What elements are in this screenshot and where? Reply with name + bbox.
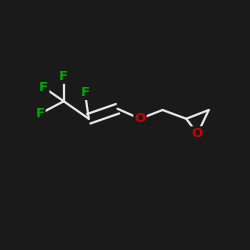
Text: O: O (134, 112, 145, 125)
Text: F: F (80, 86, 90, 99)
Text: O: O (192, 127, 203, 140)
Text: F: F (36, 107, 44, 120)
Text: F: F (39, 81, 48, 94)
Text: F: F (59, 70, 68, 83)
